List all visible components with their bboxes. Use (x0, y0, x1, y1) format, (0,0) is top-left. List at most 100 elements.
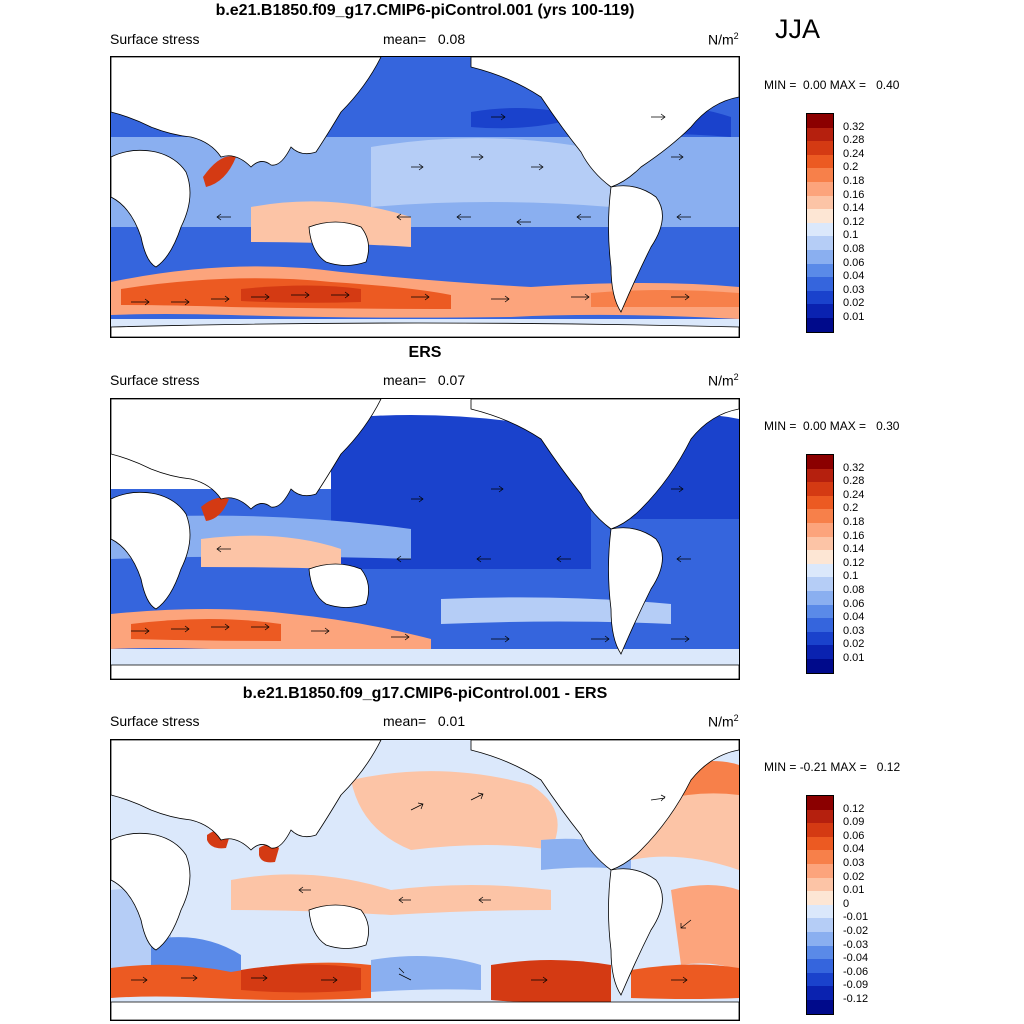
panel-2-mean-label: mean= (383, 372, 427, 388)
colorbar-tick-label: 0.06 (843, 597, 865, 610)
colorbar-tick-label: 0.04 (843, 843, 865, 856)
colorbar-segment (807, 127, 833, 142)
colorbar-segment (807, 863, 833, 878)
panel-3-minmax: MIN = -0.21 MAX = 0.12 (764, 760, 900, 774)
panel-2-max-value: 0.30 (876, 419, 900, 433)
colorbar-tick-label: -0.03 (843, 938, 869, 951)
colorbar-segment (807, 823, 833, 837)
panel-3-units-base: N/m (708, 713, 734, 730)
colorbar-tick-label: 0.03 (843, 624, 865, 637)
colorbar-tick-label: 0.24 (843, 488, 865, 501)
colorbar-segment (807, 550, 833, 564)
colorbar-tick-label: -0.09 (843, 979, 869, 992)
colorbar-segment (807, 590, 833, 605)
panel-3-map-svg (111, 740, 739, 1020)
panel-3-mean: mean= 0.01 (383, 713, 465, 729)
colorbar-segment (807, 796, 833, 810)
colorbar-segment (807, 236, 833, 250)
colorbar-segment (807, 604, 833, 619)
colorbar-segment (807, 455, 833, 469)
colorbar-tick-label: 0.32 (843, 461, 865, 474)
panel-2-min-label: MIN = (764, 419, 797, 433)
colorbar-tick-label: 0.09 (843, 816, 865, 829)
colorbar-segment (807, 999, 833, 1014)
panel-3-variable: Surface stress (110, 713, 200, 729)
panel-1-map (110, 56, 740, 338)
colorbar-tick-label: 0.14 (843, 202, 865, 215)
colorbar-tick-label: 0.02 (843, 297, 865, 310)
colorbar-segment (807, 577, 833, 591)
panel-2-title: ERS (408, 344, 442, 361)
colorbar-tick-label: 0.2 (843, 161, 859, 174)
colorbar-tick-label: 0.01 (843, 311, 865, 323)
panel-1-units-exp: 2 (733, 31, 739, 41)
colorbar-tick-label: 0.28 (843, 475, 865, 488)
colorbar-tick-label: 0.28 (843, 134, 865, 147)
panel-2-map (110, 398, 740, 680)
colorbar-segment (807, 222, 833, 237)
panel-2-units-exp: 2 (733, 372, 739, 382)
colorbar-tick-label: 0.24 (843, 147, 865, 160)
colorbar-tick-label: 0.01 (843, 884, 865, 897)
colorbar-tick-label: 0.08 (843, 584, 865, 596)
colorbar-segment (807, 154, 833, 169)
colorbar-tick-label: 0.01 (843, 652, 865, 664)
colorbar-segment (807, 482, 833, 496)
colorbar-segment (807, 536, 833, 551)
colorbar-segment (807, 959, 833, 973)
colorbar-segment (807, 114, 833, 128)
colorbar-tick-label: 0.03 (843, 283, 865, 296)
colorbar-tick-label: 0.18 (843, 516, 865, 528)
panel-2-units: N/m2 (708, 372, 739, 389)
colorbar-segment (807, 277, 833, 291)
colorbar-segment (807, 290, 833, 305)
colorbar-tick-label: 0.12 (843, 215, 865, 228)
colorbar-segment (807, 522, 833, 537)
panel-1-units-base: N/m (708, 31, 734, 48)
colorbar-segment (807, 509, 833, 523)
colorbar-segment (807, 141, 833, 155)
panel-3-max-label: MAX = (830, 760, 867, 774)
colorbar-tick-label: 0.02 (843, 870, 865, 883)
panel-3-max-value: 0.12 (876, 760, 901, 774)
panel-1-min-label: MIN = (764, 78, 797, 92)
colorbar-tick-label: -0.12 (843, 993, 869, 1005)
panel-3-units: N/m2 (708, 713, 739, 730)
colorbar-tick-label: 0.06 (843, 829, 865, 842)
colorbar-segment (807, 986, 833, 1000)
colorbar-tick-label: 0.16 (843, 529, 865, 542)
colorbar-segment (807, 658, 833, 673)
colorbar-segment (807, 836, 833, 851)
colorbar-tick-label: 0.16 (843, 188, 865, 201)
colorbar-segment (807, 631, 833, 646)
colorbar-tick-label: 0.14 (843, 543, 865, 556)
panel-1-units: N/m2 (708, 31, 739, 48)
colorbar-segment (807, 645, 833, 659)
colorbar-tick-label: -0.06 (843, 965, 869, 978)
colorbar-segment (807, 809, 833, 824)
colorbar-segment (807, 945, 833, 960)
panel-2-minmax: MIN = 0.00 MAX = 0.30 (764, 419, 899, 433)
season-label: JJA (775, 14, 821, 44)
panel-3-min-label: MIN = (764, 760, 797, 774)
colorbar-segment (807, 304, 833, 318)
panel-3-mean-value: 0.01 (437, 713, 466, 729)
colorbar-tick-label: 0.32 (843, 120, 865, 133)
colorbar-tick-label: 0.02 (843, 638, 865, 651)
panel-1-max-label: MAX = (829, 78, 867, 92)
colorbar-tick-label: 0 (843, 897, 850, 910)
colorbar-tick-label: 0.12 (843, 556, 865, 569)
colorbar-tick-label: 0.12 (843, 802, 865, 815)
colorbar-segment (807, 850, 833, 864)
colorbar-segment (807, 168, 833, 182)
colorbar-segment (807, 918, 833, 932)
colorbar-segment (807, 195, 833, 210)
colorbar-tick-label: 0.06 (843, 256, 865, 269)
colorbar-segment (807, 317, 833, 332)
panel-3-colorbar (806, 795, 834, 1015)
colorbar-tick-label: 0.04 (843, 270, 865, 283)
panel-2-colorbar (806, 454, 834, 674)
colorbar-tick-label: -0.04 (843, 952, 869, 965)
panel-3-map (110, 739, 740, 1021)
panel-2-map-svg (111, 399, 739, 679)
